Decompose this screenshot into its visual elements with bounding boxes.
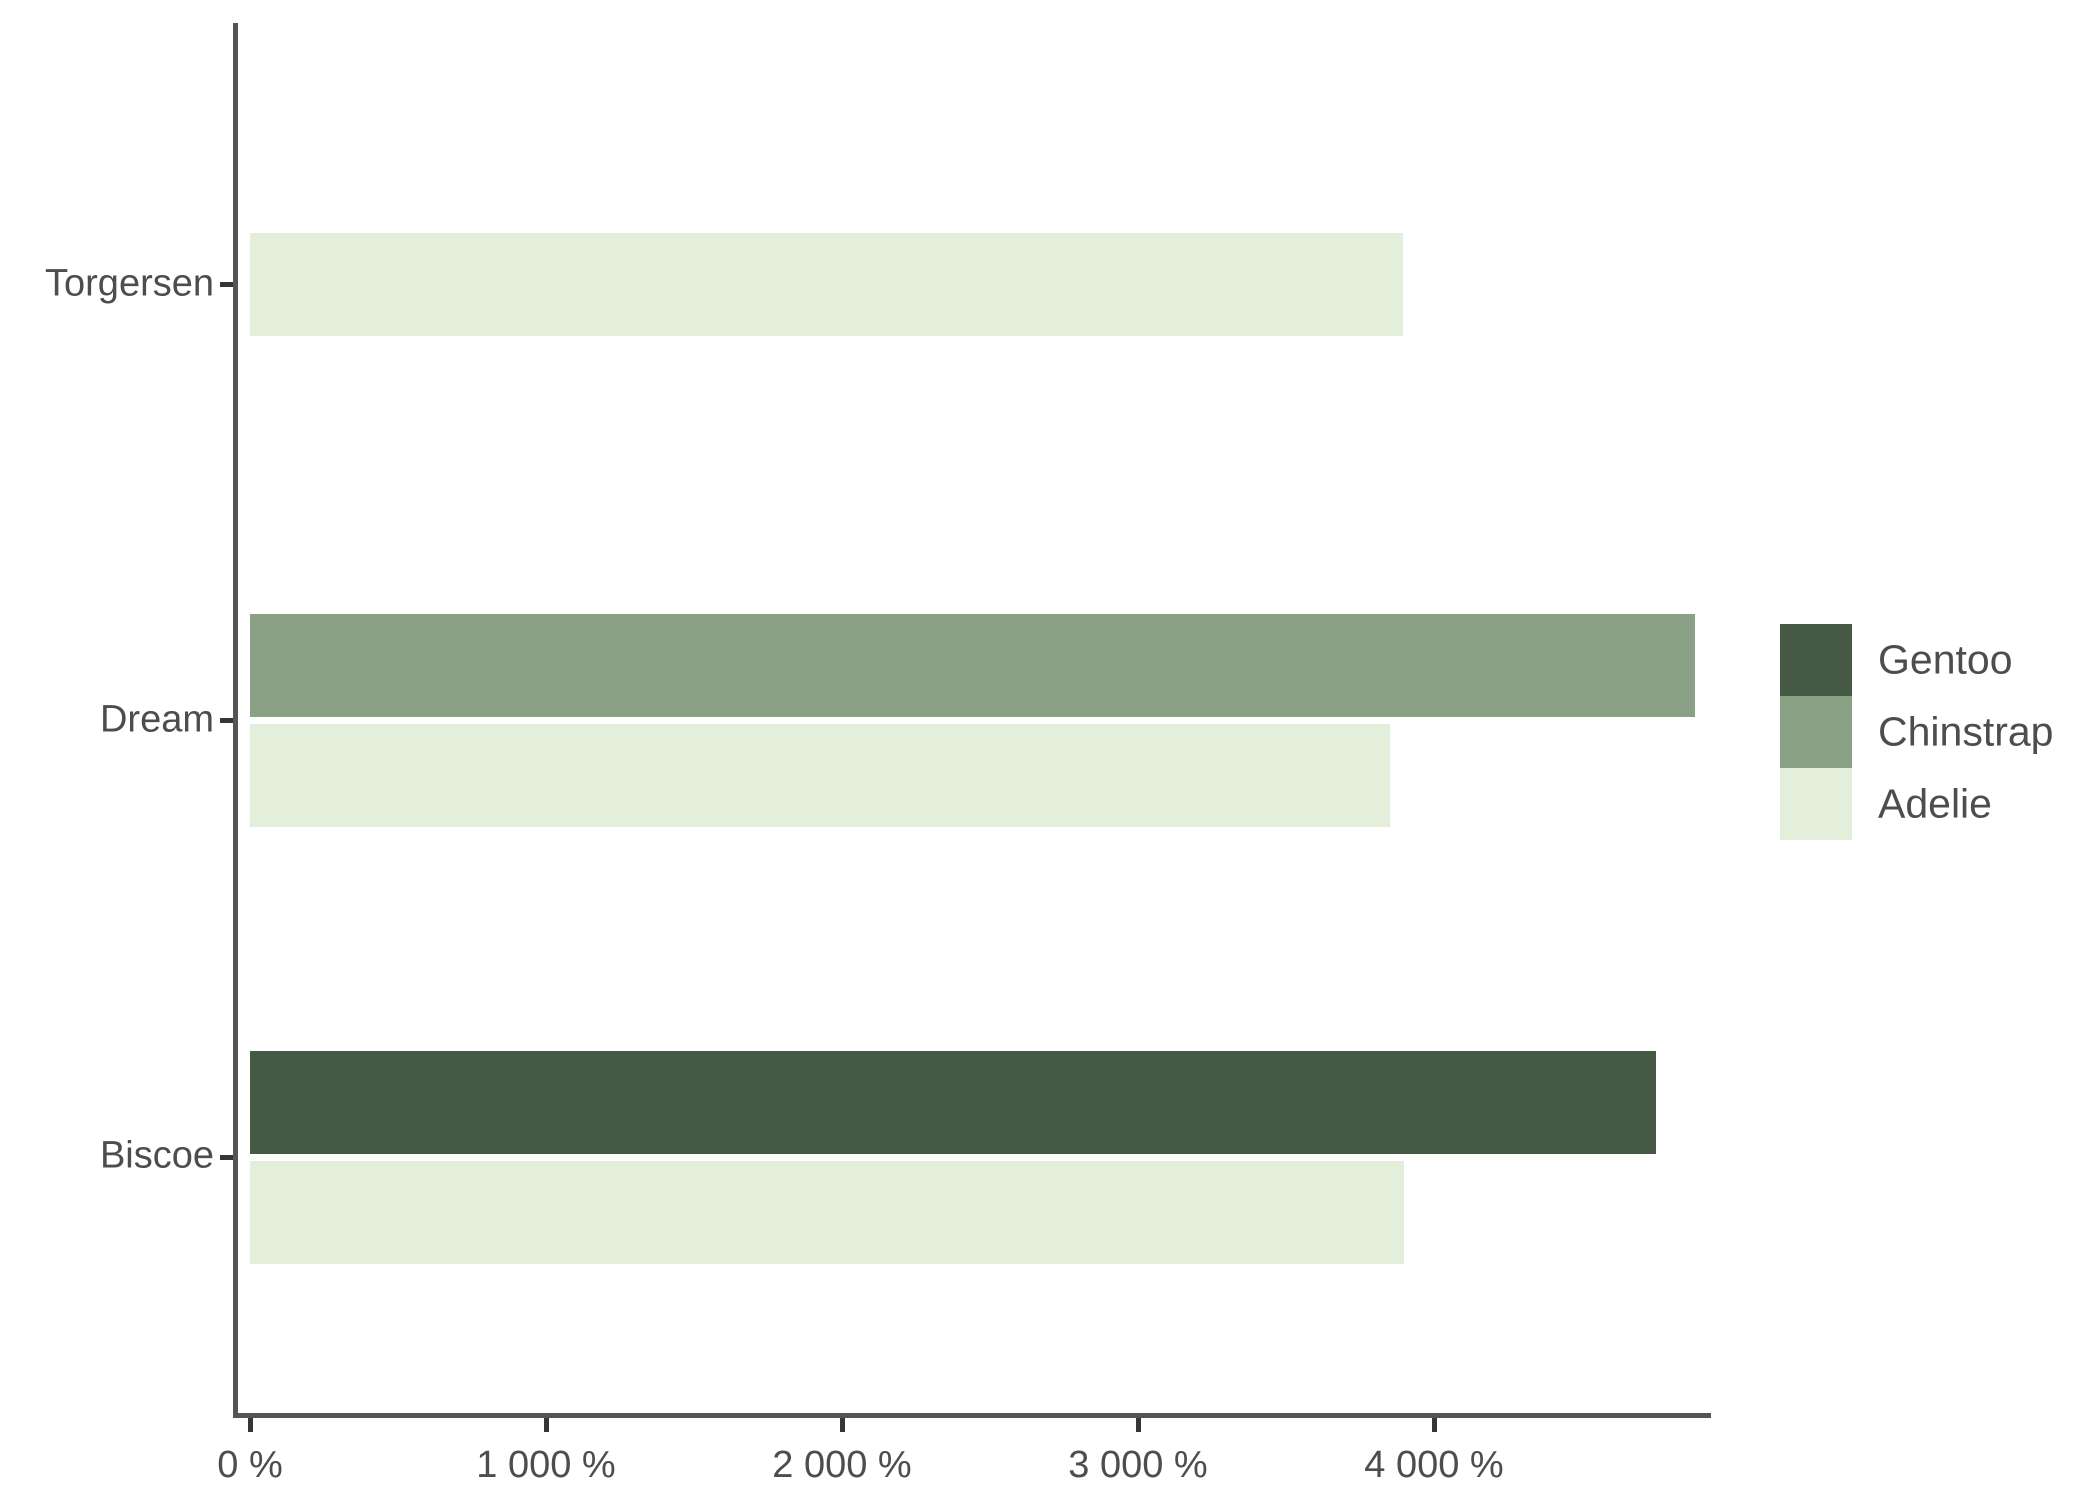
- x-axis-label-1000: 1 000 %: [476, 1444, 616, 1486]
- y-axis-label-biscoe: Biscoe: [99, 1134, 214, 1177]
- x-tick-4000: [1431, 1418, 1437, 1432]
- x-tick-0: [247, 1418, 253, 1432]
- x-axis-line: [233, 1413, 1711, 1418]
- x-tick-3000: [1135, 1418, 1141, 1432]
- x-axis-label-4000: 4 000 %: [1364, 1444, 1504, 1486]
- legend-swatch-chinstrap: [1780, 696, 1852, 768]
- legend-label-gentoo: Gentoo: [1878, 636, 2013, 683]
- bar-dream-chinstrap: [250, 614, 1695, 718]
- x-axis-label-2000: 2 000 %: [772, 1444, 912, 1486]
- x-axis-label-3000: 3 000 %: [1068, 1444, 1208, 1486]
- y-tick-torgersen: [220, 282, 233, 287]
- y-axis-label-dream: Dream: [99, 698, 214, 741]
- bar-torgersen-adelie: [250, 233, 1403, 336]
- x-tick-2000: [839, 1418, 845, 1432]
- legend-swatch-adelie: [1780, 768, 1852, 840]
- y-tick-biscoe: [220, 1154, 233, 1160]
- y-axis-label-torgersen: Torgersen: [45, 262, 214, 305]
- y-axis-line: [233, 23, 238, 1418]
- bar-biscoe-adelie: [250, 1160, 1404, 1264]
- y-tick-dream: [220, 718, 233, 724]
- bar-biscoe-gentoo: [250, 1050, 1656, 1154]
- x-tick-1000: [543, 1418, 549, 1432]
- legend-label-chinstrap: Chinstrap: [1878, 708, 2054, 755]
- legend-label-adelie: Adelie: [1878, 780, 1992, 827]
- bar-dream-adelie: [250, 724, 1390, 828]
- x-axis-label-0: 0 %: [217, 1444, 283, 1486]
- legend-swatch-gentoo: [1780, 624, 1852, 696]
